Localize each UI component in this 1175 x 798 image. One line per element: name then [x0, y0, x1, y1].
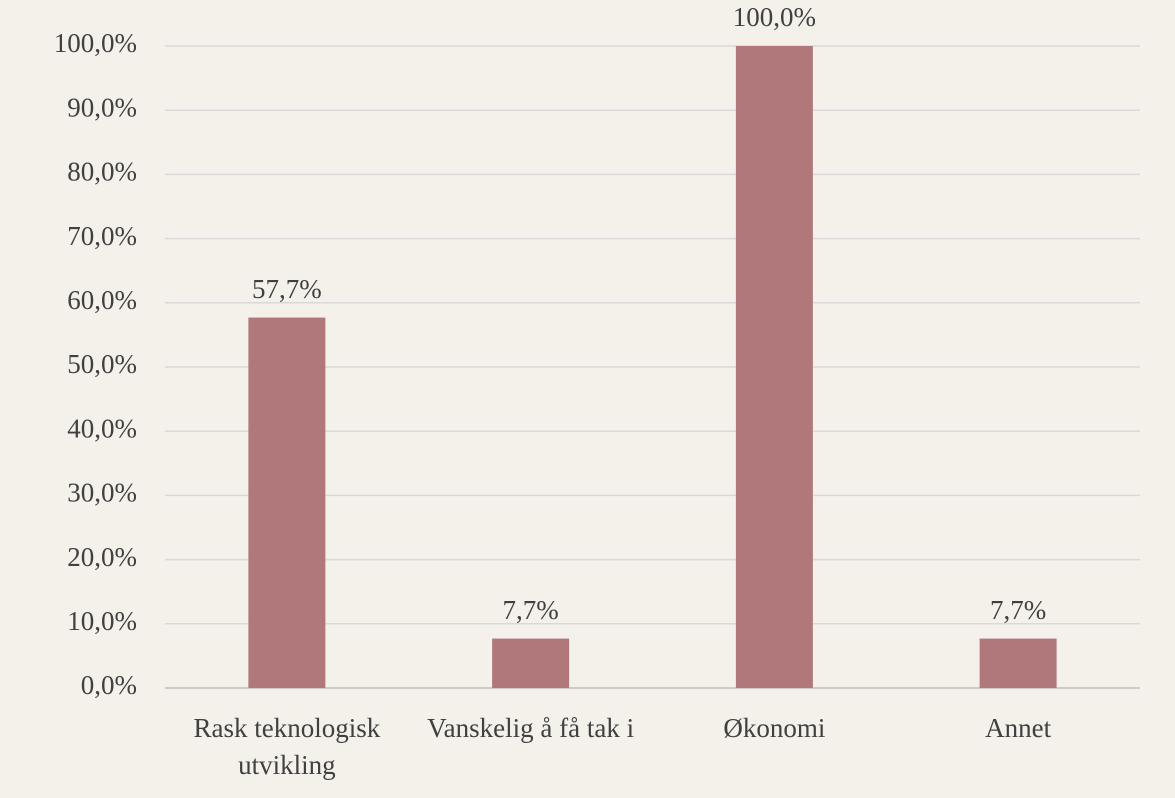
data-label: 100,0% — [733, 2, 816, 32]
x-tick-label: Rask teknologisk utvikling — [193, 713, 381, 780]
y-tick-label: 50,0% — [67, 349, 137, 379]
y-tick-label: 80,0% — [67, 157, 137, 187]
data-label: 57,7% — [252, 274, 322, 304]
data-label: 7,7% — [503, 595, 559, 625]
y-tick-label: 60,0% — [67, 285, 137, 315]
y-tick-label: 40,0% — [67, 413, 137, 443]
y-tick-label: 90,0% — [67, 92, 137, 122]
y-tick-label: 20,0% — [67, 542, 137, 572]
data-label: 7,7% — [990, 595, 1046, 625]
y-tick-label: 10,0% — [67, 606, 137, 636]
y-tick-label: 70,0% — [67, 221, 137, 251]
x-tick-label: Vanskelig å få tak i — [427, 713, 635, 743]
y-tick-label: 0,0% — [81, 670, 137, 700]
bar — [492, 638, 570, 688]
bar — [248, 317, 326, 688]
x-tick-label: Annet — [985, 713, 1052, 743]
y-tick-label: 30,0% — [67, 478, 137, 508]
y-tick-label: 100,0% — [54, 28, 137, 58]
x-tick-label: Økonomi — [723, 713, 826, 743]
bar — [979, 638, 1057, 688]
bar — [735, 46, 813, 688]
